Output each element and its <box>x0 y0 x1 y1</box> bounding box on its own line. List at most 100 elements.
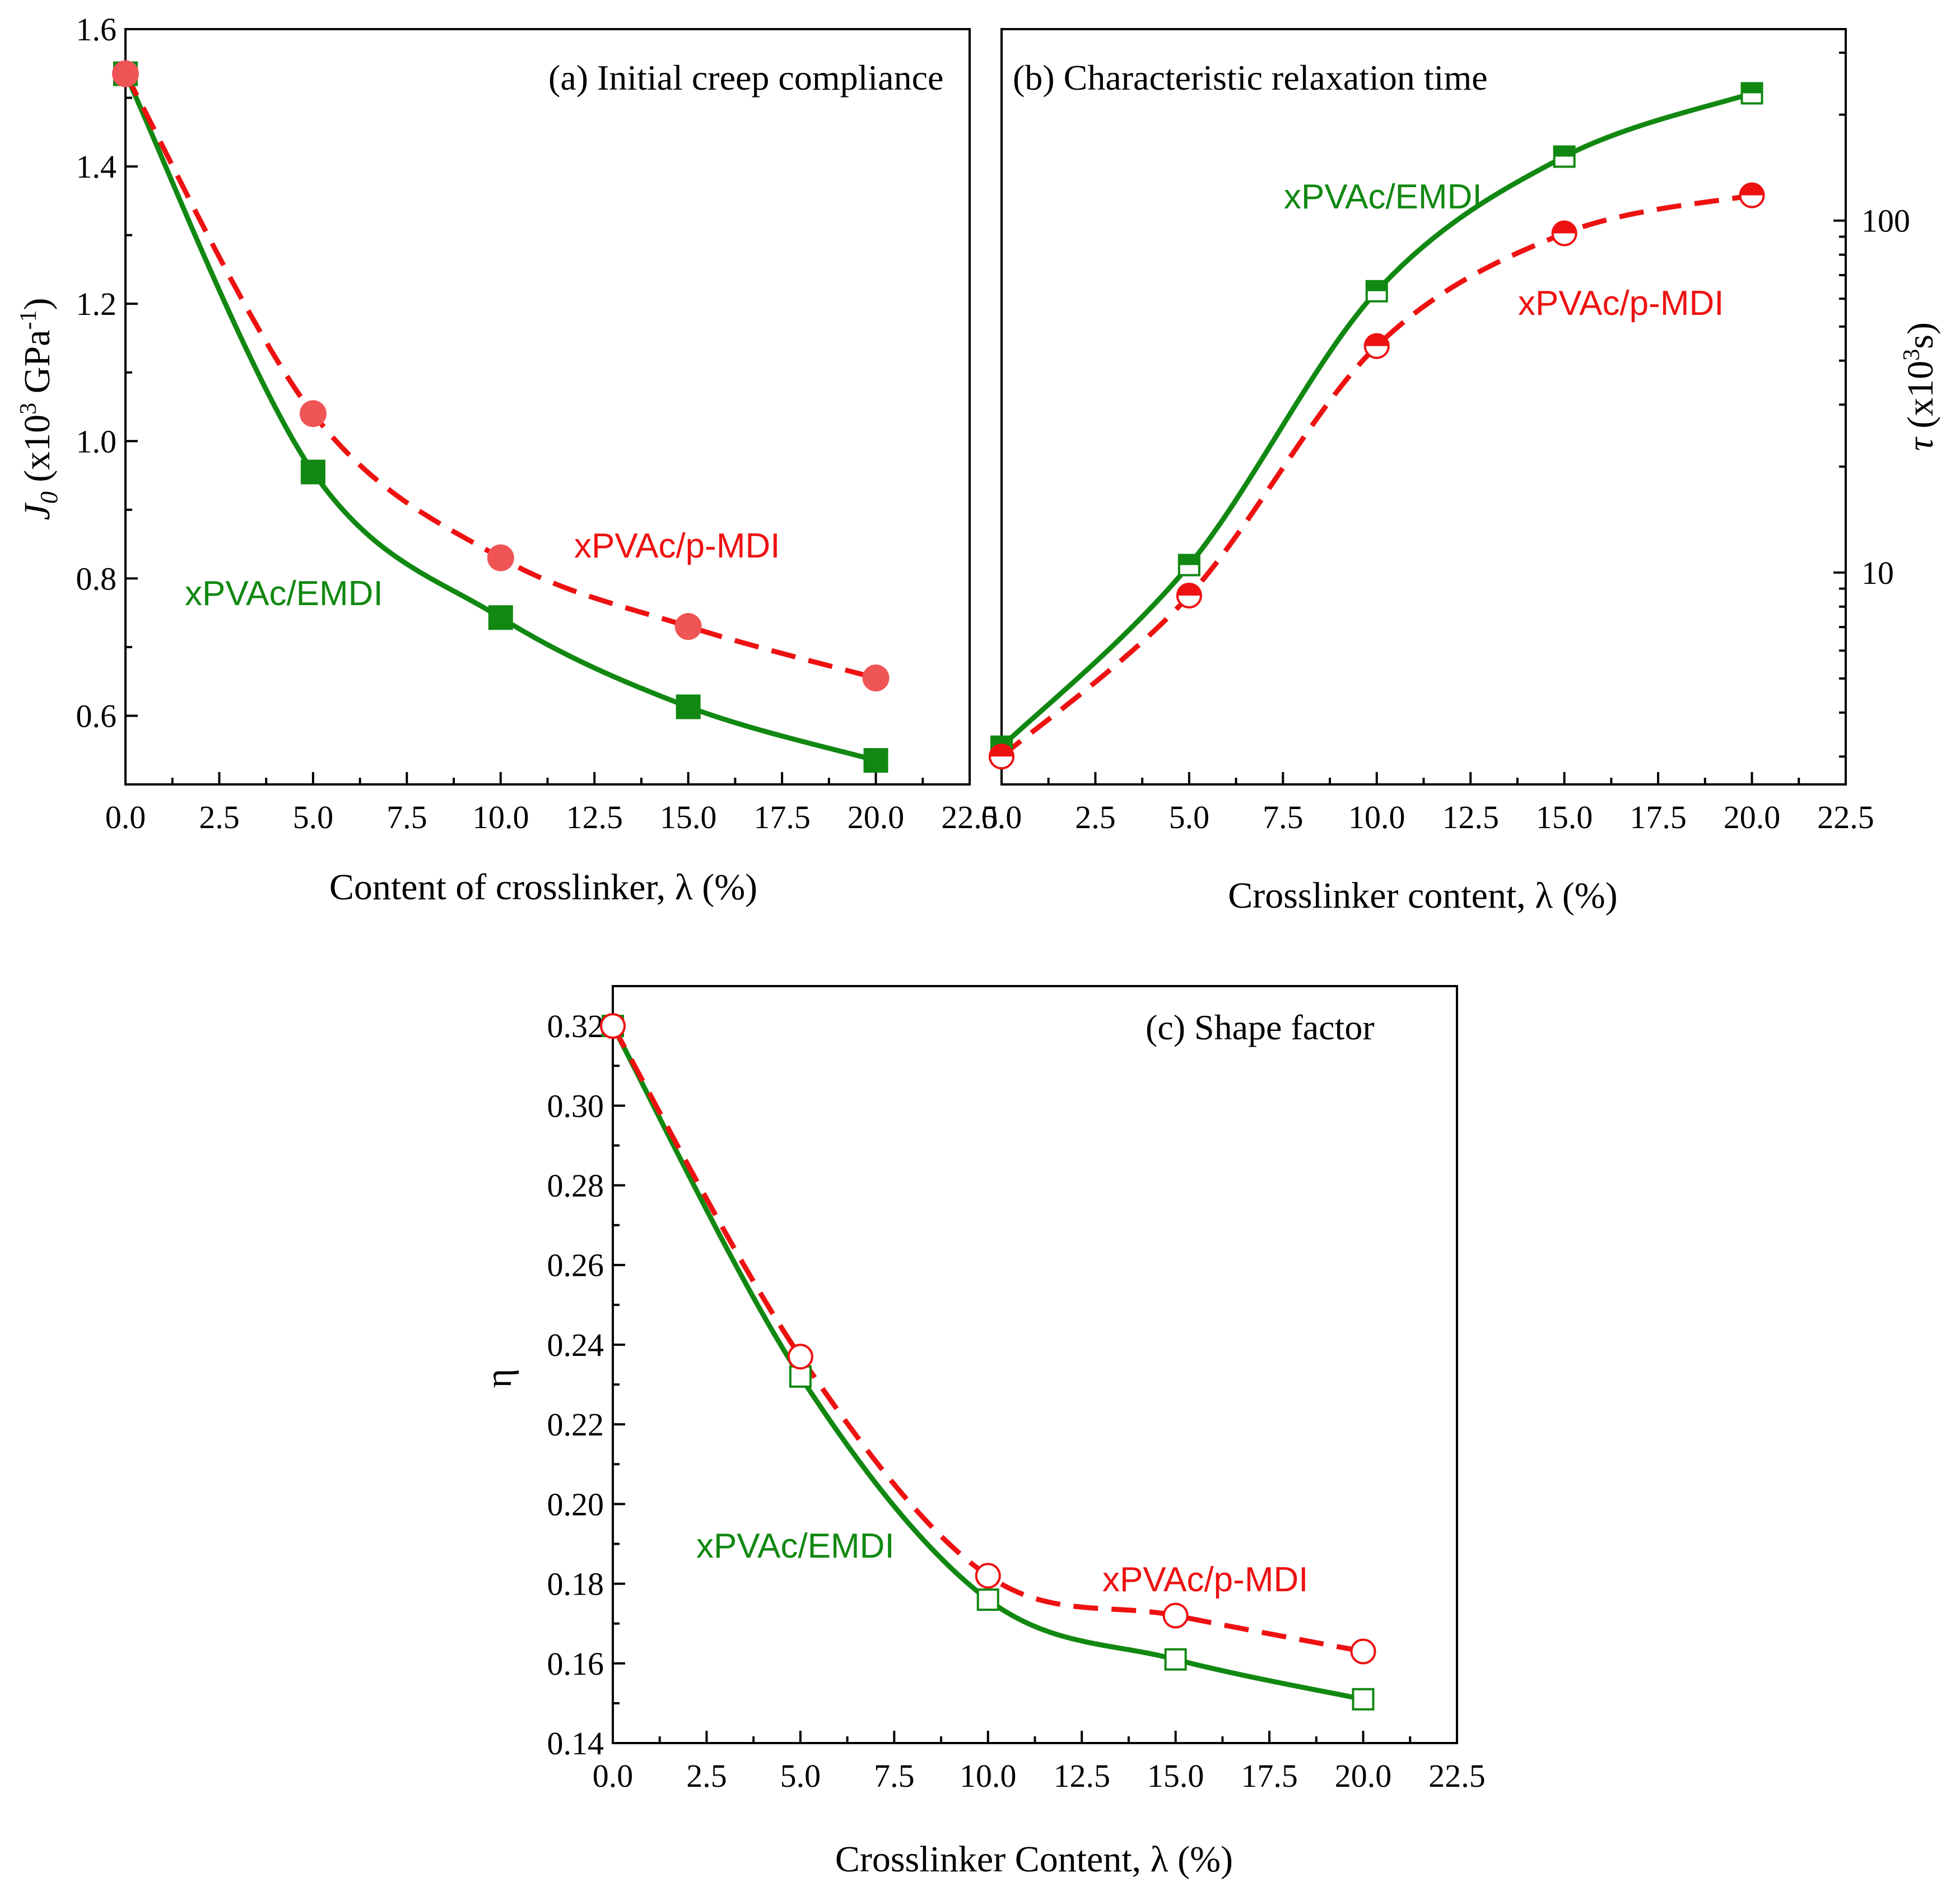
panel-b-title: (b) Characteristic relaxation time <box>1013 58 1488 97</box>
panel-a-emdi-point <box>488 605 513 630</box>
panel-a-pmdi-point <box>299 400 327 428</box>
panel-a-emdi-point <box>300 459 325 485</box>
panel-c-pmdi-point <box>787 1344 813 1370</box>
panel-c-x-tick-label: 5.0 <box>780 1758 821 1794</box>
panel-c-series-emdi-line <box>611 1024 1364 1702</box>
panel-c-y-tick-label: 0.16 <box>547 1646 604 1682</box>
panel-a-title: (a) Initial creep compliance <box>548 58 943 97</box>
panel-a-y-tick-label: 1.6 <box>76 11 117 48</box>
panel-c-x-tick-label: 10.0 <box>960 1758 1017 1794</box>
panel-a-y-tick-label: 0.8 <box>76 560 117 597</box>
panel-c-emdi-point <box>1164 1648 1187 1671</box>
panel-c-x-tick-label: 12.5 <box>1053 1758 1110 1794</box>
panel-c-y-tick-label: 0.30 <box>547 1088 604 1124</box>
panel-c-x-tick-label: 0.0 <box>593 1758 634 1794</box>
panel-a-pmdi-point <box>862 665 890 692</box>
panel-c-x-tick-label: 22.5 <box>1428 1758 1486 1794</box>
panel-a-x-tick-label: 10.0 <box>472 799 529 835</box>
panel-a-y-tick-label: 1.2 <box>76 286 117 322</box>
panel-a-x-tick-label: 0.0 <box>105 799 146 835</box>
panel-a-pmdi-label: xPVAc/p-MDI <box>574 527 780 565</box>
panel-c-y-tick-label: 0.24 <box>547 1327 604 1363</box>
panel-b-emdi-point <box>1177 554 1200 577</box>
panel-a-x-tick-label: 5.0 <box>293 799 334 835</box>
panel-a-y-axis-title: J0 (x103 GPa-1) <box>16 298 63 521</box>
panel-b-series-pmdi-line <box>1000 193 1753 759</box>
panel-c-pmdi-point <box>1350 1638 1376 1665</box>
panel-c-x-tick-label: 20.0 <box>1335 1758 1392 1794</box>
panel-b-x-tick-label: 5.0 <box>1169 799 1210 835</box>
panel-b-x-tick-label: 17.5 <box>1630 799 1687 835</box>
panel-c-y-tick-label: 0.26 <box>547 1247 604 1284</box>
panel-c-x-tick-label: 15.0 <box>1147 1758 1204 1794</box>
panel-b-emdi-point <box>1365 280 1388 303</box>
panel-b-x-tick-label: 0.0 <box>981 799 1022 835</box>
panel-b-chart: 0.0 2.5 5.0 7.5 10.0 12.5 15.0 17.5 20.0 22.5 10 10… <box>981 28 1941 916</box>
panel-c-emdi-point <box>1352 1688 1375 1711</box>
panel-c-y-tick-label: 0.18 <box>547 1566 604 1602</box>
panel-c-pmdi-point <box>600 1013 626 1039</box>
panel-b-y-axis-title: τ (x103s) <box>1899 322 1941 451</box>
panel-b-emdi-label: xPVAc/EMDI <box>1284 178 1482 216</box>
panel-c-pmdi-point <box>1162 1602 1189 1629</box>
panel-c-y-tick-label: 0.32 <box>547 1008 604 1044</box>
panel-a-pmdi-point <box>112 60 139 87</box>
panel-b-pmdi-label: xPVAc/p-MDI <box>1518 284 1724 323</box>
panel-a-x-tick-label: 15.0 <box>660 799 717 835</box>
panel-a-x-tick-label: 12.5 <box>566 799 623 835</box>
panel-c-series-pmdi-line <box>611 1024 1364 1654</box>
panel-b-y-tick-label: 100 <box>1861 203 1910 239</box>
panel-b-emdi-point <box>1553 145 1576 168</box>
panel-b-x-tick-label: 10.0 <box>1348 799 1405 835</box>
panel-c-emdi-point <box>976 1588 999 1611</box>
panel-b-pmdi-point <box>1176 582 1202 608</box>
panel-c-pmdi-label: xPVAc/p-MDI <box>1102 1560 1308 1599</box>
panel-a-x-tick-label: 2.5 <box>199 799 240 835</box>
panel-a-y-tick-label: 1.0 <box>76 423 117 459</box>
panel-a-x-tick-label: 20.0 <box>848 799 905 835</box>
panel-a-x-tick-label: 22.5 <box>941 799 998 835</box>
panel-c-y-tick-label: 0.20 <box>547 1486 604 1522</box>
panel-a-emdi-label: xPVAc/EMDI <box>185 574 383 613</box>
panel-a-y-tick-label: 1.4 <box>76 148 117 185</box>
panel-b-x-tick-label: 22.5 <box>1817 799 1874 835</box>
panel-b-series-emdi-line <box>999 91 1753 749</box>
panel-c-plot-frame <box>612 985 1458 1744</box>
panel-a-pmdi-point <box>674 613 702 640</box>
panel-c-pmdi-point <box>975 1563 1001 1589</box>
panel-c-x-tick-label: 17.5 <box>1241 1758 1298 1794</box>
panel-a-emdi-point <box>676 694 701 719</box>
panel-a-chart: 0.0 2.5 5.0 7.5 10.0 12.5 15.0 17.5 20.0 22.5 0.6 0… <box>16 11 998 908</box>
panel-a-x-axis-title: Content of crosslinker, λ (%) <box>329 867 757 908</box>
panel-b-x-tick-label: 7.5 <box>1263 799 1303 835</box>
panel-b-y-tick-label: 10 <box>1861 555 1894 591</box>
panel-a-series-pmdi-line <box>123 72 877 681</box>
panel-c-title: (c) Shape factor <box>1146 1007 1375 1047</box>
panel-c-x-axis-title: Crosslinker Content, λ (%) <box>835 1839 1233 1880</box>
panel-a-plot-frame <box>124 28 971 786</box>
panel-b-pmdi-point <box>1363 333 1390 359</box>
panel-c-y-tick-label: 0.28 <box>547 1168 604 1204</box>
panel-a-emdi-point <box>863 748 888 773</box>
panel-c-x-tick-label: 7.5 <box>874 1758 915 1794</box>
panel-b-x-axis-title: Crosslinker content, λ (%) <box>1228 875 1618 916</box>
panel-a-pmdi-point <box>487 544 514 572</box>
panel-b-plot-frame <box>1000 28 1847 786</box>
panel-a-series-emdi-line <box>123 72 877 763</box>
panel-c-chart: 0.0 2.5 5.0 7.5 10.0 12.5 15.0 17.5 20.0 22.5 0.14… <box>478 985 1486 1880</box>
panel-c-y-axis-title: η <box>478 1369 519 1388</box>
panel-b-x-tick-label: 20.0 <box>1724 799 1781 835</box>
panel-b-pmdi-point <box>1551 220 1577 247</box>
panel-b-x-tick-label: 12.5 <box>1442 799 1499 835</box>
panel-a-x-tick-label: 17.5 <box>753 799 811 835</box>
panel-c-y-tick-label: 0.14 <box>547 1725 604 1762</box>
panel-a-x-tick-label: 7.5 <box>387 799 427 835</box>
panel-a-y-tick-label: 0.6 <box>76 698 117 734</box>
panel-b-x-tick-label: 15.0 <box>1536 799 1593 835</box>
panel-b-pmdi-point <box>1739 182 1765 208</box>
panel-b-x-tick-label: 2.5 <box>1075 799 1116 835</box>
panel-c-x-tick-label: 2.5 <box>686 1758 727 1794</box>
panel-b-pmdi-point <box>989 744 1014 770</box>
panel-b-emdi-point <box>1740 82 1763 105</box>
